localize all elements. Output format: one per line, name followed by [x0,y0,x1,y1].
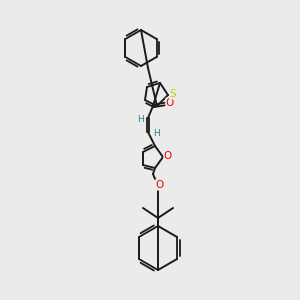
Text: H: H [153,128,159,137]
Text: O: O [155,180,163,190]
Text: H: H [136,115,143,124]
Text: O: O [164,151,172,161]
Text: O: O [166,98,174,108]
Text: S: S [170,89,176,99]
